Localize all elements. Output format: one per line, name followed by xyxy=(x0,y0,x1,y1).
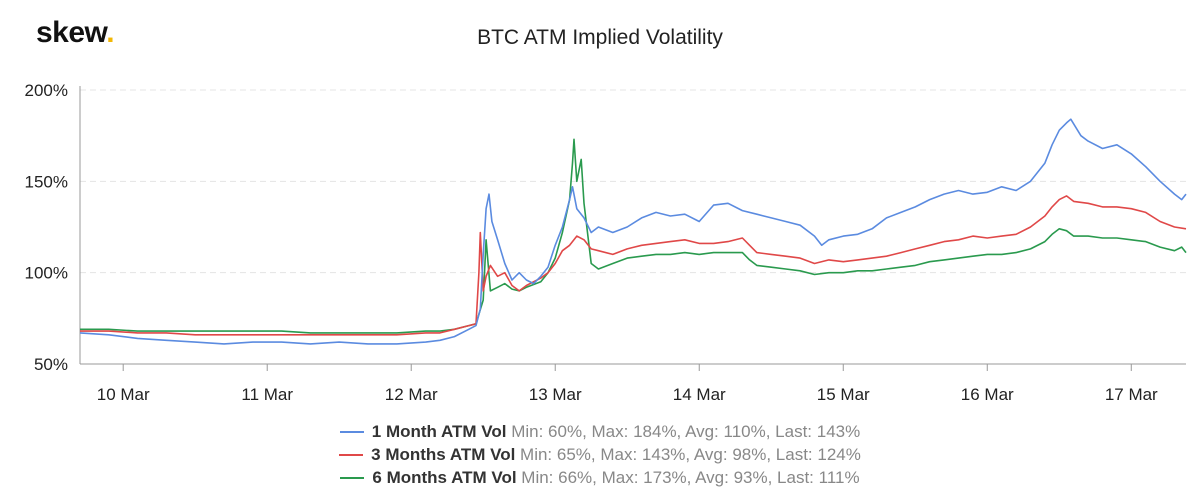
x-tick-label: 17 Mar xyxy=(1105,385,1158,404)
x-tick-label: 10 Mar xyxy=(97,385,150,404)
legend-item[interactable]: 3 Months ATM Vol Min: 65%, Max: 143%, Av… xyxy=(0,443,1200,466)
grid-lines xyxy=(80,89,1186,274)
x-tick-label: 15 Mar xyxy=(817,385,870,404)
line-chart: 50% 100% 150% 200% 10 Mar 11 Mar 12 Mar 13 Mar… xyxy=(25,81,1187,404)
x-tick-label: 12 Mar xyxy=(385,385,438,404)
axes xyxy=(79,86,1186,371)
x-tick-label: 13 Mar xyxy=(529,385,582,404)
legend-series-name: 3 Months ATM Vol xyxy=(371,445,516,464)
legend-series-stats: Min: 65%, Max: 143%, Avg: 98%, Last: 124… xyxy=(515,445,861,464)
legend-series-stats: Min: 66%, Max: 173%, Avg: 93%, Last: 111… xyxy=(516,468,860,487)
legend-swatch xyxy=(340,476,365,479)
series-line-2 xyxy=(80,138,1187,334)
legend-series-stats: Min: 60%, Max: 184%, Avg: 110%, Last: 14… xyxy=(506,422,861,441)
logo-text: skew xyxy=(36,16,107,49)
chart-title: BTC ATM Implied Volatility xyxy=(477,26,723,49)
x-tick-labels: 10 Mar 11 Mar 12 Mar 13 Mar 14 Mar 15 Mar 16 M… xyxy=(97,385,1158,404)
y-tick-label: 150% xyxy=(25,172,68,191)
y-tick-label: 100% xyxy=(25,264,68,283)
legend-swatch xyxy=(339,430,364,433)
logo-dot: . xyxy=(106,16,115,49)
series-lines xyxy=(79,118,1187,345)
y-tick-label: 200% xyxy=(25,81,68,100)
legend-item[interactable]: 1 Month ATM Vol Min: 60%, Max: 184%, Avg… xyxy=(0,420,1200,443)
series-line-1 xyxy=(80,195,1187,336)
x-tick-label: 16 Mar xyxy=(961,385,1014,404)
y-tick-labels: 50% 100% 150% 200% xyxy=(25,81,68,374)
legend-swatch xyxy=(339,453,364,456)
x-tick-label: 11 Mar xyxy=(241,385,293,404)
y-tick-label: 50% xyxy=(34,355,68,374)
legend-series-name: 6 Months ATM Vol xyxy=(372,468,517,487)
x-tick-label: 14 Mar xyxy=(673,385,726,404)
legend: 1 Month ATM Vol Min: 60%, Max: 184%, Avg… xyxy=(0,420,1200,489)
legend-item[interactable]: 6 Months ATM Vol Min: 66%, Max: 173%, Av… xyxy=(0,466,1200,489)
legend-series-name: 1 Month ATM Vol xyxy=(371,422,507,441)
series-line-0 xyxy=(79,118,1187,345)
skew-logo: skew. xyxy=(36,16,115,50)
